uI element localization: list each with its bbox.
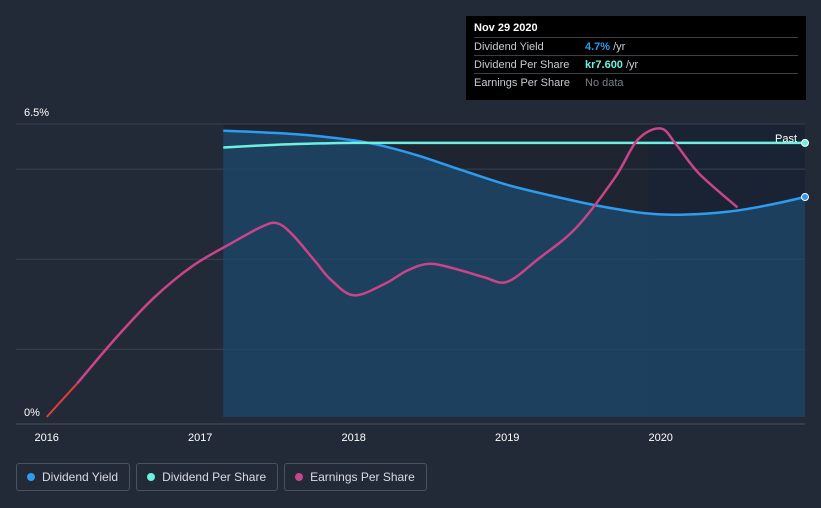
tooltip-value: kr7.600 [585,58,623,71]
dividend-yield-line [223,129,806,216]
x-tick-label: 2016 [34,432,58,444]
dividend-per-share-marker [801,138,809,147]
legend-dot-icon [295,473,304,481]
dividend-yield-marker [801,193,809,202]
x-tick-label: 2017 [188,432,212,444]
tooltip-unit: /yr [625,58,639,71]
legend-dot-icon [27,473,35,481]
y-tick-label: 6.5% [24,107,49,119]
x-tick-label: 2018 [341,432,365,444]
legend-item-dividend-yield[interactable]: Dividend Yield [16,463,131,491]
tooltip-row-dividend-per-share: Dividend Per Share kr7.600 /yr [474,55,798,73]
tooltip-label: Dividend Yield [474,40,544,53]
tooltip-row-earnings-per-share: Earnings Per Share No data [474,73,798,91]
tooltip-unit: /yr [613,40,626,53]
x-tick-label: 2019 [495,432,519,444]
legend: Dividend Yield Dividend Per Share Earnin… [16,463,427,491]
legend-label: Dividend Yield [42,470,119,484]
tooltip-row-dividend-yield: Dividend Yield 4.7% /yr [474,37,798,55]
dividend-per-share-line [223,141,805,149]
legend-item-earnings-per-share[interactable]: Earnings Per Share [284,463,427,491]
legend-item-dividend-per-share[interactable]: Dividend Per Share [136,463,279,491]
earnings-per-share-line-negative [45,382,79,418]
tooltip: Nov 29 2020 Dividend Yield 4.7% /yr Divi… [466,16,806,100]
tooltip-date: Nov 29 2020 [474,22,538,34]
x-tick-label: 2020 [648,432,672,444]
earnings-per-share-line [76,127,739,385]
tooltip-label: Dividend Per Share [474,58,570,71]
legend-dot-icon [147,473,156,481]
tooltip-label: Earnings Per Share [474,76,570,89]
dividend-yield-area [223,130,805,417]
y-tick-label: 0% [24,407,40,419]
legend-label: Dividend Per Share [162,470,267,484]
tooltip-value: 4.7% [585,40,611,53]
tooltip-value: No data [585,76,624,89]
past-label: Past [775,133,797,145]
legend-label: Earnings Per Share [310,470,415,484]
